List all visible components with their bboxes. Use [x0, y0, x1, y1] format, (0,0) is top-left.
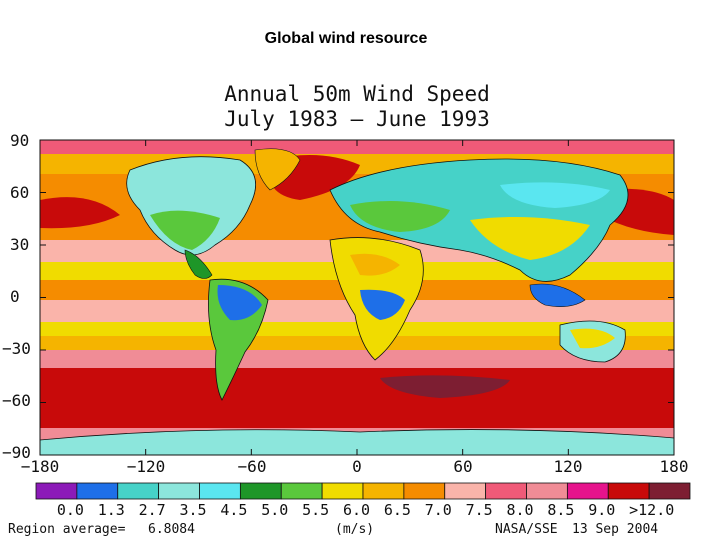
- colorbar-label: 5.5: [302, 501, 329, 519]
- colorbar-swatch: [648, 482, 691, 500]
- colorbar-label: 6.0: [343, 501, 370, 519]
- colorbar-swatch: [321, 482, 364, 500]
- colorbar-swatch: [485, 482, 527, 500]
- colorbar-label: 6.5: [384, 501, 411, 519]
- colorbar-labels: 0.0 1.3 2.7 3.5 4.5 5.0 5.5 6.0 6.5 7.0 7.5 8.0 8.5 9…: [57, 501, 674, 519]
- latitude-tick-marks: [40, 139, 674, 456]
- longitude-tick-marks: [39, 140, 675, 455]
- colorbar-swatch: [566, 482, 609, 500]
- colorbar-label: 7.0: [425, 501, 452, 519]
- lon-label-0: 0: [352, 457, 362, 476]
- colorbar-swatch: [526, 482, 568, 500]
- lon-label-minus120: −120: [127, 457, 166, 476]
- colorbar-swatch: [76, 482, 119, 500]
- lon-label-minus180: −180: [21, 457, 60, 476]
- lat-label-minus30: −30: [2, 339, 31, 358]
- colorbar-label: 4.5: [220, 501, 247, 519]
- lat-label-0: 0: [10, 287, 20, 306]
- colorbar-swatch: [444, 482, 487, 500]
- lon-label-180: 180: [660, 457, 689, 476]
- lat-label-minus60: −60: [2, 391, 31, 410]
- colorbar-swatch: [403, 482, 446, 500]
- colorbar-label: 9.0: [588, 501, 615, 519]
- colorbar-label: 3.5: [180, 501, 207, 519]
- slide-title: Global wind resource: [264, 30, 428, 47]
- region-average-value: 6.8084: [148, 522, 195, 537]
- colorbar-swatch: [607, 482, 650, 500]
- colorbar-swatch: [280, 482, 323, 500]
- colorbar-label: 5.0: [261, 501, 288, 519]
- lat-label-30: 30: [10, 235, 29, 254]
- lon-label-60: 60: [453, 457, 472, 476]
- lat-label-60: 60: [10, 183, 29, 202]
- map-title-line2: July 1983 – June 1993: [224, 107, 490, 131]
- colorbar-swatch: [199, 482, 241, 500]
- lon-label-minus60: −60: [238, 457, 267, 476]
- map-title-line1: Annual 50m Wind Speed: [224, 82, 490, 106]
- colorbar-label: 7.5: [466, 501, 493, 519]
- date-label: 13 Sep 2004: [572, 522, 658, 537]
- colorbar-swatch: [158, 482, 200, 500]
- colorbar-label: 1.3: [98, 501, 125, 519]
- lat-label-minus90: −90: [2, 443, 31, 462]
- colorbar-swatch: [35, 482, 78, 500]
- lon-label-120: 120: [554, 457, 583, 476]
- lat-label-90: 90: [10, 131, 29, 150]
- colorbar-label: 8.0: [507, 501, 534, 519]
- colorbar-label: 8.5: [547, 501, 574, 519]
- colorbar-label: 2.7: [139, 501, 166, 519]
- colorbar-swatch: [239, 482, 282, 500]
- colorbar-swatch: [117, 482, 160, 500]
- colorbar: [35, 482, 691, 500]
- region-average-label: Region average=: [8, 522, 126, 537]
- wind-field: [40, 140, 674, 455]
- units-label: (m/s): [335, 522, 374, 537]
- colorbar-label: >12.0: [629, 501, 674, 519]
- colorbar-swatch: [362, 482, 405, 500]
- source-label: NASA/SSE: [495, 522, 558, 537]
- colorbar-label: 0.0: [57, 501, 84, 519]
